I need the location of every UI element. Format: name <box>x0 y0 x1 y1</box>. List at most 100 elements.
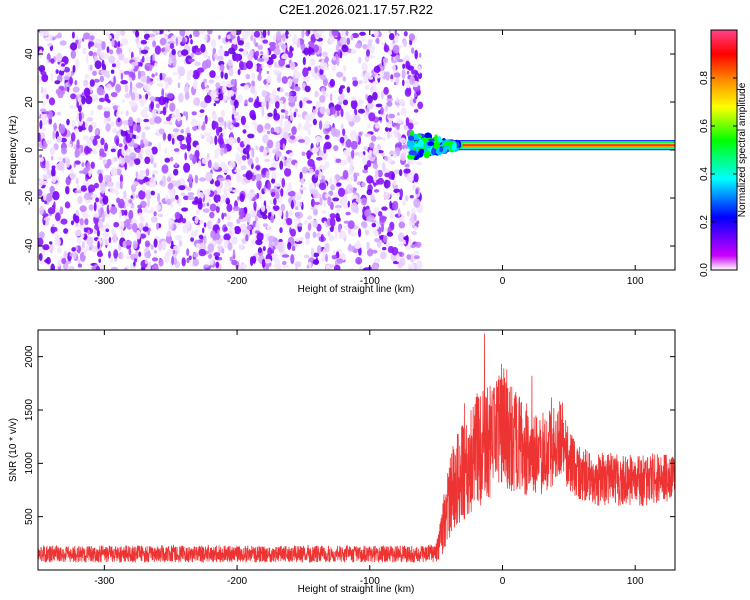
spectrogram-noise-blob <box>350 34 354 41</box>
spectrogram-noise-blob <box>409 76 416 85</box>
spectrogram-noise-blob <box>297 122 302 131</box>
spectrogram-noise-blob <box>319 94 326 103</box>
spectrogram-noise-blob <box>195 209 200 215</box>
spectrogram-noise-blob <box>414 241 422 248</box>
spectrogram-noise-blob <box>180 129 184 134</box>
spectrogram-noise-blob <box>164 253 170 264</box>
spectrogram-noise-blob <box>47 207 56 215</box>
spectrogram-noise-blob <box>329 213 336 219</box>
colorbar-tick-label: 0.4 <box>699 167 710 181</box>
spectrogram-noise-blob <box>52 227 58 232</box>
snr-series-line <box>38 333 675 564</box>
spectrogram-noise-blob <box>128 209 134 220</box>
spectrogram-noise-blob <box>59 206 64 215</box>
spectrogram-noise-blob <box>169 197 176 202</box>
spectrogram-noise-blob <box>191 45 197 54</box>
spectrogram-noise-blob <box>162 175 167 186</box>
spectrogram-noise-blob <box>288 152 295 158</box>
spectrogram-noise-blob <box>356 240 361 249</box>
spectrogram-noise-blob <box>96 48 101 57</box>
spectrogram-noise-blob <box>85 245 89 252</box>
spectrogram-noise-blob <box>226 34 231 40</box>
spectrogram-noise-blob <box>154 116 162 124</box>
spectrogram-noise-blob <box>419 52 422 58</box>
spectrogram-noise-blob <box>220 69 224 79</box>
spectrogram-noise-blob <box>94 129 99 135</box>
spectrogram-noise-blob <box>237 196 241 201</box>
spectrogram-noise-blob <box>164 157 171 163</box>
spectrogram-noise-blob <box>391 172 395 181</box>
spectrogram-noise-blob <box>294 86 301 92</box>
spectrogram-noise-blob <box>153 249 157 254</box>
spectrogram-noise-blob <box>231 113 235 121</box>
spectrogram-noise-blob <box>313 44 319 53</box>
spectrogram-noise-blob <box>89 35 95 41</box>
spectrogram-noise-blob <box>373 189 380 193</box>
spectrogram-noise-blob <box>262 246 266 252</box>
spectrogram-noise-blob <box>115 138 120 147</box>
spectrogram-noise-blob <box>191 230 195 238</box>
spectrogram-noise-blob <box>367 124 371 128</box>
spectrogram-noise-blob <box>392 39 395 44</box>
spectrogram-noise-blob <box>239 60 244 71</box>
spectrogram-noise-blob <box>182 37 186 45</box>
snr-x-tick-label: -100 <box>360 576 380 587</box>
spectrogram-noise-blob <box>69 105 77 109</box>
spectrogram-noise-blob <box>261 258 266 268</box>
spectrogram-noise-blob <box>236 173 242 183</box>
spectrogram-noise-blob <box>351 32 359 39</box>
spectrogram-noise-blob <box>132 222 138 233</box>
spectrogram-noise-blob <box>403 168 411 174</box>
spectrogram-noise-blob <box>43 217 51 222</box>
spectrogram-noise-blob <box>154 62 158 68</box>
spectrogram-noise-blob <box>256 124 264 134</box>
spectrogram-noise-blob <box>368 76 374 80</box>
spectrogram-noise-blob <box>337 224 341 233</box>
spectrogram-noise-blob <box>152 173 155 178</box>
spectrogram-noise-blob <box>396 121 400 131</box>
spectrogram-signal-blob <box>437 136 442 143</box>
spectrogram-noise-blob <box>413 255 420 260</box>
spectrogram-noise-blob <box>341 44 349 53</box>
spectrogram-noise-blob <box>97 144 103 149</box>
spectrogram-noise-blob <box>375 136 383 140</box>
spectrogram-noise-blob <box>125 110 129 117</box>
spectrogram-signal-blob <box>456 141 460 149</box>
spectrogram-noise-blob <box>270 191 276 197</box>
spectrogram-noise-blob <box>72 213 77 222</box>
spectrogram-noise-blob <box>253 30 261 38</box>
spectrogram-noise-blob <box>250 238 254 248</box>
spectrogram-noise-blob <box>223 50 230 57</box>
spectrogram-noise-blob <box>397 112 400 116</box>
spectrogram-noise-blob <box>41 181 49 186</box>
spectrogram-noise-blob <box>171 137 175 145</box>
spectrogram-noise-blob <box>120 72 124 81</box>
spectrogram-noise-blob <box>413 173 419 183</box>
spectrogram-noise-blob <box>361 181 366 188</box>
spectrogram-noise-blob <box>42 173 50 180</box>
spectrogram-noise-blob <box>412 184 416 191</box>
spectrogram-noise-blob <box>38 132 41 142</box>
spectrogram-noise-blob <box>382 235 388 243</box>
spectrogram-noise-blob <box>336 182 342 187</box>
spectrogram-noise-blob <box>135 118 143 123</box>
spectrogram-noise-blob <box>75 35 79 40</box>
spectrogram-noise-blob <box>312 219 318 229</box>
spectrogram-noise-blob <box>223 212 227 217</box>
spectrogram-noise-blob <box>371 249 378 254</box>
spectrogram-noise-blob <box>198 192 204 200</box>
spectrogram-noise-blob <box>329 106 336 115</box>
snr-x-tick-label: -200 <box>227 576 247 587</box>
spectrogram-noise-blob <box>44 111 49 115</box>
spectrogram-noise-blob <box>169 156 174 162</box>
spectrogram-noise-blob <box>331 30 339 37</box>
spectrogram-noise-blob <box>214 153 219 159</box>
spectrogram-noise-blob <box>306 43 309 48</box>
spectrogram-noise-blob <box>141 131 146 141</box>
spectrogram-noise-blob <box>144 240 150 248</box>
spectrogram-noise-blob <box>105 123 111 132</box>
spectrogram-noise-blob <box>124 161 127 171</box>
spectrogram-noise-blob <box>202 121 206 130</box>
spectrogram-noise-blob <box>291 126 297 135</box>
spectrogram-noise-blob <box>322 51 328 58</box>
